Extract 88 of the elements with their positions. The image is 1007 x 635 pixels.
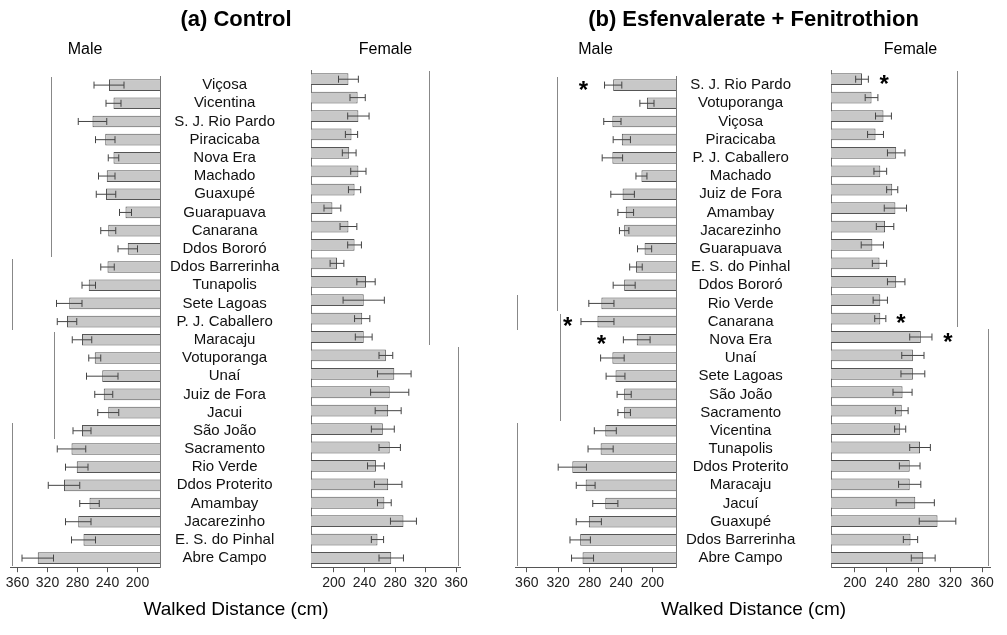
y-tick-label: Rio Verde <box>191 457 258 475</box>
y-tick-label: Abre Campo <box>182 548 267 566</box>
x-tick-label: 280 <box>906 574 931 591</box>
annotation: * <box>596 330 607 358</box>
y-tick-label: Tunapolis <box>192 275 257 293</box>
y-tick-label: Amambay <box>190 493 259 511</box>
y-tick-label: Jacuí <box>722 493 760 511</box>
chart-subtitle: Female <box>358 40 413 58</box>
y-tick-label: S. J. Rio Pardo <box>690 75 792 93</box>
x-tick-label: 280 <box>577 574 602 591</box>
y-tick-label: Jacarezinho <box>700 220 782 238</box>
y-tick-label: Canarana <box>707 311 775 329</box>
y-tick-label: Vicentina <box>193 93 256 111</box>
x-axis-title: Walked Distance (cm) <box>660 598 847 620</box>
y-tick-label: Maracaju <box>709 475 772 493</box>
y-tick-label: Canarana <box>191 220 259 238</box>
x-tick-label: 360 <box>5 574 30 591</box>
x-tick-label: 240 <box>352 574 377 591</box>
y-tick-label: Tunapolis <box>708 439 773 457</box>
x-tick-label: 280 <box>383 574 407 591</box>
annotation: * <box>943 327 954 355</box>
x-axis-title: Walked Distance (cm) <box>143 598 329 620</box>
y-tick-label: Unaí <box>208 366 242 384</box>
y-tick-label: E. S. do Pinhal <box>690 257 791 275</box>
y-tick-label: Nova Era <box>193 148 257 166</box>
y-tick-label: Ddos Bororó <box>698 275 783 293</box>
y-tick-label: São João <box>708 384 773 402</box>
y-tick-label: Jacui <box>207 402 243 420</box>
y-tick-label: Juiz de Fora <box>699 184 783 202</box>
y-tick-label: Nova Era <box>709 329 773 347</box>
y-tick-label: Machado <box>709 166 772 184</box>
x-tick-label: 200 <box>322 574 346 591</box>
y-tick-label: Votuporanga <box>698 93 784 111</box>
annotation: * <box>578 75 589 103</box>
x-tick-label: 200 <box>843 574 867 591</box>
x-tick-label: 360 <box>444 574 469 591</box>
y-tick-label: Guaxupé <box>710 511 772 529</box>
x-tick-label: 320 <box>546 574 571 591</box>
y-tick-label: Viçosa <box>718 111 764 129</box>
chart-subtitle: Female <box>883 40 938 58</box>
text: (b) Esfenvalerate + Fenitrothion <box>588 6 919 32</box>
x-tick-label: 280 <box>65 574 90 591</box>
y-tick-label: Abre Campo <box>698 548 783 566</box>
x-tick-label: 200 <box>125 574 150 591</box>
y-tick-label: S. J. Rio Pardo <box>174 111 276 129</box>
y-tick-label: Ddos Bororó <box>182 238 267 256</box>
y-tick-label: Votuporanga <box>182 348 268 366</box>
chart-subtitle: Male <box>67 40 103 58</box>
x-tick-label: 240 <box>95 574 120 591</box>
y-tick-label: Machado <box>193 166 256 184</box>
y-tick-label: Ddos Barrerinha <box>170 257 280 275</box>
y-tick-label: P. J. Caballero <box>176 311 273 329</box>
x-tick-label: 320 <box>413 574 438 591</box>
y-tick-label: Rio Verde <box>707 293 774 311</box>
annotation: * <box>562 312 573 340</box>
x-tick-label: 360 <box>970 574 994 591</box>
x-tick-label: 200 <box>640 574 665 591</box>
y-tick-label: Juiz de Fora <box>183 384 267 402</box>
y-tick-label: Amambay <box>706 202 775 220</box>
x-tick-label: 240 <box>874 574 899 591</box>
y-tick-label: Guaxupé <box>194 184 256 202</box>
x-tick-label: 360 <box>515 574 539 591</box>
x-tick-label: 240 <box>609 574 633 591</box>
x-tick-label: 320 <box>938 574 963 591</box>
y-tick-label: P. J. Caballero <box>692 148 789 166</box>
annotation: * <box>896 309 907 337</box>
y-tick-label: Piracicaba <box>189 129 261 147</box>
y-tick-label: Guarapuava <box>699 238 783 256</box>
text: (a) Control <box>180 6 292 32</box>
y-tick-label: Ddos Proterito <box>692 457 789 475</box>
y-tick-label: Sete Lagoas <box>698 366 783 384</box>
y-tick-label: E. S. do Pinhal <box>174 530 275 548</box>
chart-subtitle: Male <box>578 40 613 58</box>
y-tick-label: São João <box>192 420 257 438</box>
y-tick-label: Sete Lagoas <box>182 293 267 311</box>
y-tick-label: Ddos Barrerinha <box>686 530 796 548</box>
y-tick-label: Maracaju <box>193 329 256 347</box>
x-tick-label: 320 <box>35 574 60 591</box>
y-tick-label: Sacramento <box>700 402 782 420</box>
y-tick-label: Vicentina <box>709 420 772 438</box>
y-tick-label: Piracicaba <box>705 129 777 147</box>
annotation: * <box>879 69 890 97</box>
y-tick-label: Unaí <box>724 348 758 366</box>
y-tick-label: Jacarezinho <box>184 511 266 529</box>
y-tick-label: Ddos Proterito <box>176 475 273 493</box>
y-tick-label: Guarapuava <box>183 202 267 220</box>
y-tick-label: Sacramento <box>184 439 266 457</box>
y-tick-label: Viçosa <box>202 75 248 93</box>
